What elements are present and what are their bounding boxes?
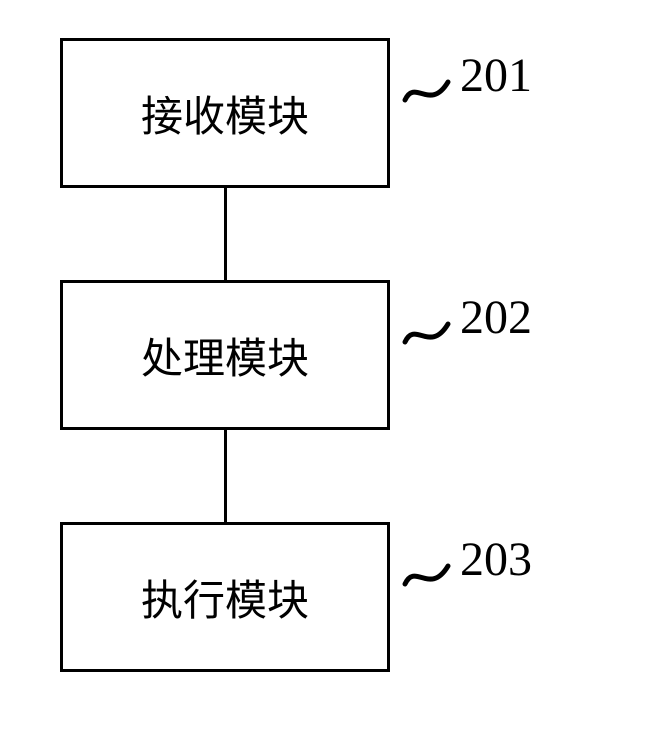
connector-1-2 [224, 188, 227, 280]
reference-number-203: 203 [460, 532, 532, 587]
reference-number-text: 202 [460, 291, 532, 344]
reference-tilde-icon [400, 70, 455, 110]
module-label: 执行模块 [141, 567, 309, 628]
module-box-receive: 接收模块 [60, 38, 390, 188]
reference-number-201: 201 [460, 48, 532, 103]
module-label: 处理模块 [141, 325, 309, 386]
reference-tilde-icon [400, 312, 455, 352]
diagram-canvas: 接收模块 处理模块 执行模块 201 202 203 [0, 0, 645, 732]
module-box-process: 处理模块 [60, 280, 390, 430]
reference-tilde-icon [400, 554, 455, 594]
reference-number-text: 203 [460, 533, 532, 586]
module-box-execute: 执行模块 [60, 522, 390, 672]
reference-number-202: 202 [460, 290, 532, 345]
module-label: 接收模块 [141, 83, 309, 144]
connector-2-3 [224, 430, 227, 522]
reference-number-text: 201 [460, 49, 532, 102]
